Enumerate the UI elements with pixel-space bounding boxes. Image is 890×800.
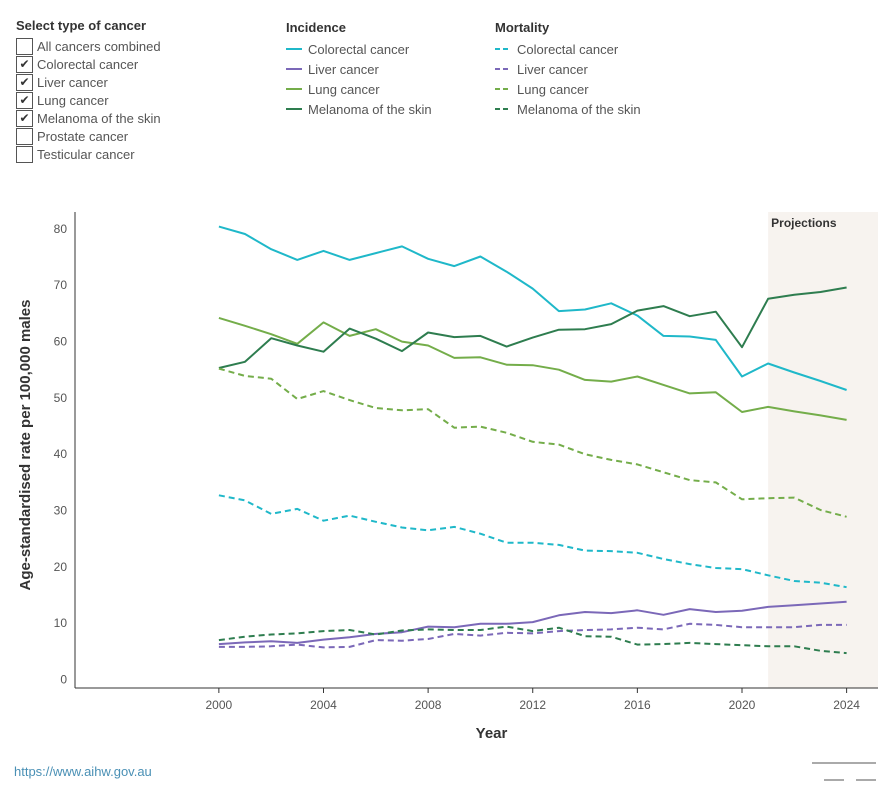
mortality-liver-cancer-line (218, 622, 847, 649)
x-tick-label: 2000 (206, 698, 233, 712)
filter-title: Select type of cancer (16, 18, 147, 33)
dashed-line-swatch (495, 48, 511, 50)
solid-line-swatch (286, 108, 302, 110)
filter-option-label: Testicular cancer (37, 146, 135, 162)
x-tick-label: 2024 (833, 698, 860, 712)
checkbox[interactable]: ✔ (16, 109, 33, 127)
legend-item[interactable]: Lung cancer (495, 79, 641, 99)
mortality-lung-cancer-line (218, 367, 847, 518)
checkbox[interactable] (16, 145, 33, 163)
x-tick-label: 2012 (519, 698, 546, 712)
x-tick-label: 2016 (624, 698, 651, 712)
line-chart: Projections 0 10 20 30 40 50 60 70 80 2000 2004 2008… (17, 212, 878, 742)
filter-option-all-cancers[interactable]: All cancers combined (16, 37, 161, 55)
x-tick-label: 2008 (415, 698, 442, 712)
filter-option-label: All cancers combined (37, 38, 161, 54)
legend-label: Liver cancer (308, 61, 379, 77)
x-tick-label: 2020 (729, 698, 756, 712)
filter-option-label: Lung cancer (37, 92, 109, 108)
incidence-melanoma-of-the-skin-line (218, 286, 847, 369)
legend-label: Melanoma of the skin (308, 101, 432, 117)
legend-label: Melanoma of the skin (517, 101, 641, 117)
source-link[interactable]: https://www.aihw.gov.au (14, 764, 152, 779)
checkbox[interactable] (16, 127, 33, 145)
legend-title: Incidence (286, 20, 346, 35)
checkbox[interactable] (16, 37, 33, 55)
y-tick-label: 0 (60, 673, 67, 687)
y-tick-label: 10 (54, 616, 68, 630)
projection-band (768, 212, 878, 688)
projection-label: Projections (771, 216, 837, 230)
legend-title: Mortality (495, 20, 550, 35)
checkbox[interactable]: ✔ (16, 73, 33, 91)
filter-option-colorectal[interactable]: ✔ Colorectal cancer (16, 55, 161, 73)
legend-label: Colorectal cancer (517, 41, 619, 57)
incidence-lung-cancer-line (218, 316, 847, 421)
y-tick-label: 80 (54, 222, 68, 236)
filter-option-melanoma[interactable]: ✔ Melanoma of the skin (16, 109, 161, 127)
dashed-line-swatch (495, 88, 511, 90)
filter-option-label: Liver cancer (37, 74, 108, 90)
mortality-colorectal-cancer-line (218, 494, 847, 589)
solid-line-swatch (286, 48, 302, 50)
legend-mortality: Mortality Colorectal cancer Liver cancer… (495, 20, 641, 119)
legend-label: Liver cancer (517, 61, 588, 77)
y-tick-label: 50 (54, 391, 68, 405)
filter-option-label: Melanoma of the skin (37, 110, 161, 126)
filter-option-label: Prostate cancer (37, 128, 129, 144)
filter-option-lung[interactable]: ✔ Lung cancer (16, 91, 161, 109)
x-axis-title: Year (476, 725, 508, 742)
y-tick-label: 40 (54, 447, 68, 461)
legend-incidence: Incidence Colorectal cancer Liver cancer… (286, 20, 432, 119)
y-axis-title: Age-standardised rate per 100,000 males (17, 300, 34, 591)
legend-label: Lung cancer (308, 81, 380, 97)
legend-label: Lung cancer (517, 81, 589, 97)
legend-item[interactable]: Lung cancer (286, 79, 432, 99)
incidence-liver-cancer-line (218, 600, 847, 646)
x-tick-label: 2004 (310, 698, 337, 712)
solid-line-swatch (286, 68, 302, 70)
legend-item[interactable]: Colorectal cancer (495, 39, 641, 59)
filter-option-prostate[interactable]: Prostate cancer (16, 127, 161, 145)
y-tick-label: 70 (54, 278, 68, 292)
legend-item[interactable]: Liver cancer (495, 59, 641, 79)
filter-option-liver[interactable]: ✔ Liver cancer (16, 73, 161, 91)
y-tick-label: 30 (54, 504, 68, 518)
legend-item[interactable]: Melanoma of the skin (286, 99, 432, 119)
filter-option-testicular[interactable]: Testicular cancer (16, 145, 161, 163)
aihw-logo-icon (812, 762, 876, 781)
checkbox[interactable]: ✔ (16, 55, 33, 73)
legend-item[interactable]: Liver cancer (286, 59, 432, 79)
mortality-melanoma-of-the-skin-line (218, 625, 847, 655)
legend-label: Colorectal cancer (308, 41, 410, 57)
cancer-type-filter: Select type of cancer All cancers combin… (16, 18, 161, 163)
solid-line-swatch (286, 88, 302, 90)
checkbox[interactable]: ✔ (16, 91, 33, 109)
dashed-line-swatch (495, 108, 511, 110)
incidence-colorectal-cancer-line (218, 225, 847, 391)
legend-item[interactable]: Melanoma of the skin (495, 99, 641, 119)
filter-option-label: Colorectal cancer (37, 56, 139, 72)
y-tick-label: 20 (54, 560, 68, 574)
legend-item[interactable]: Colorectal cancer (286, 39, 432, 59)
y-tick-label: 60 (54, 335, 68, 349)
dashed-line-swatch (495, 68, 511, 70)
